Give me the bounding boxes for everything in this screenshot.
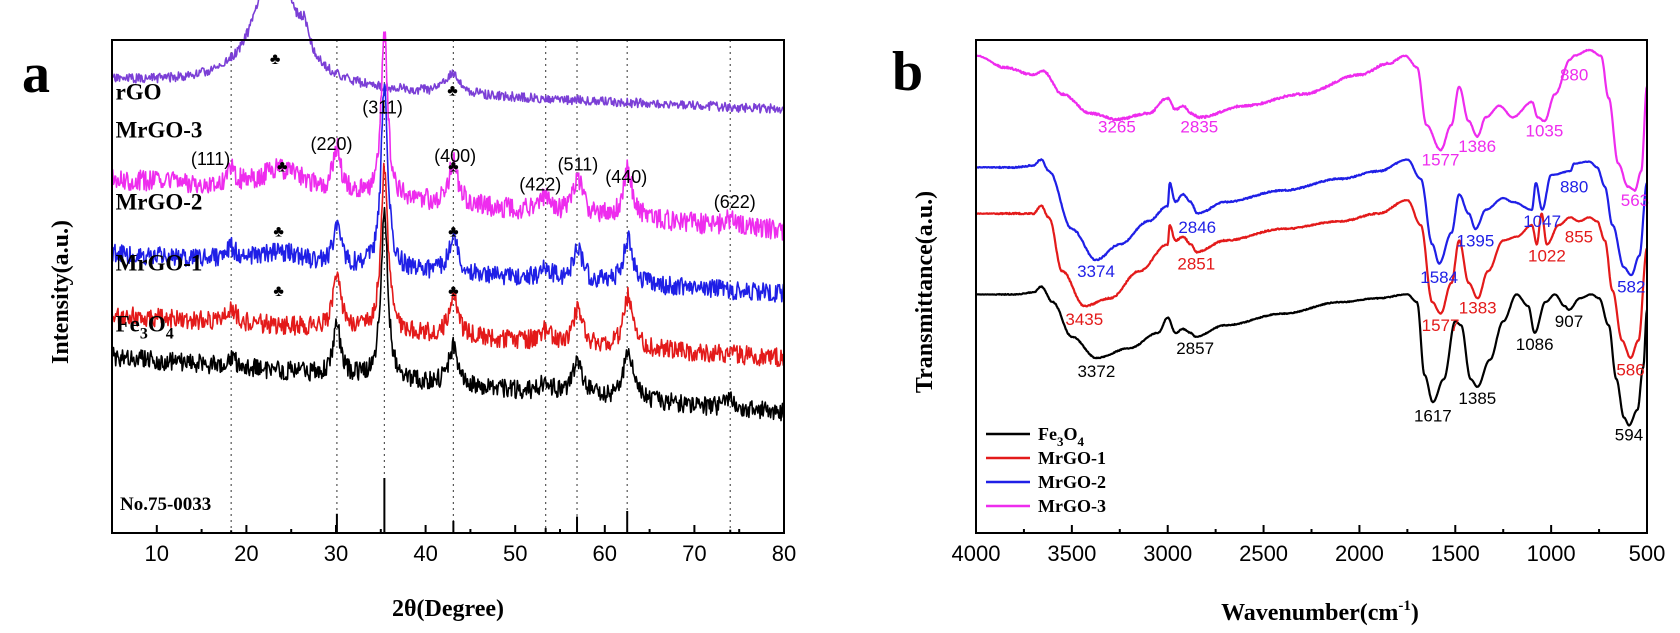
club-marker-2: ♣	[277, 159, 288, 176]
x-tick-label-20: 20	[234, 541, 258, 566]
club-marker-6: ♣	[273, 283, 284, 300]
series-label-mrgo-2: MrGO-2	[116, 190, 203, 215]
panel-b-y-axis-label: Transmittance(a.u.)	[912, 191, 938, 393]
peak-label-1386-3: 1386	[1458, 137, 1496, 156]
peak-label-594-27: 594	[1615, 426, 1643, 445]
series-mrgo-3	[111, 31, 785, 241]
miller-index-220: (220)	[311, 134, 353, 154]
ftir-series-mrgo-2	[975, 158, 1648, 277]
club-marker-1: ♣	[447, 83, 458, 100]
peak-label-1047-11: 1047	[1523, 212, 1561, 231]
club-marker-5: ♣	[448, 223, 459, 240]
peak-label-1617-23: 1617	[1414, 406, 1452, 425]
peak-label-855-19: 855	[1565, 227, 1593, 246]
miller-index-111: (111)	[191, 149, 230, 169]
panel-b-letter: b	[892, 41, 923, 103]
panel-a-series-labels: rGO MrGO-3 MrGO-2 MrGO-1 Fe3O4	[116, 80, 203, 343]
club-marker-7: ♣	[448, 283, 459, 300]
club-marker-3: ♣	[448, 159, 459, 176]
peak-label-1577-2: 1577	[1422, 150, 1460, 169]
panel-a-pdf-card-label: No.75-0033	[120, 494, 211, 515]
panel-a-letter: a	[22, 43, 50, 105]
peak-label-3435-14: 3435	[1065, 310, 1103, 329]
series-fe3o4	[111, 206, 785, 422]
peak-label-2857-22: 2857	[1176, 339, 1214, 358]
peak-label-1383-17: 1383	[1459, 299, 1497, 318]
x-tick-label-4000: 4000	[952, 541, 1001, 566]
miller-index-422: (422)	[519, 175, 561, 195]
panel-a-frame	[111, 39, 785, 534]
club-marker-0: ♣	[270, 51, 281, 68]
panel-a-club-markers: ♣ ♣ ♣ ♣ ♣ ♣ ♣ ♣	[270, 51, 459, 300]
panel-a: a Intensity(a.u.) 2θ(Degree) rGO MrGO-3 Mr…	[22, 0, 796, 622]
peak-label-1577-16: 1577	[1422, 316, 1460, 335]
peak-label-586-20: 586	[1616, 360, 1644, 379]
miller-index-311: (311)	[362, 98, 403, 118]
panel-a-standard-pattern	[230, 478, 732, 533]
x-tick-label-1000: 1000	[1527, 541, 1576, 566]
peak-label-3265-0: 3265	[1098, 118, 1136, 137]
miller-index-400: (400)	[434, 146, 476, 166]
panel-a-x-axis: 10 20 30 40 50 60 70 80	[111, 525, 796, 566]
x-tick-label-30: 30	[324, 541, 348, 566]
panel-a-series	[111, 0, 785, 422]
legend-label-mrgo-3: MrGO-3	[1038, 496, 1106, 516]
peak-label-3374-7: 3374	[1077, 262, 1115, 281]
x-tick-label-1500: 1500	[1431, 541, 1480, 566]
x-tick-label-80: 80	[772, 541, 796, 566]
x-tick-label-3000: 3000	[1143, 541, 1192, 566]
peak-label-563-6: 563	[1621, 191, 1649, 210]
legend-label-mrgo-1: MrGO-1	[1038, 448, 1106, 468]
series-rgo	[111, 0, 785, 114]
peak-label-2851-15: 2851	[1177, 254, 1215, 273]
panel-b-series	[975, 48, 1649, 427]
x-tick-label-60: 60	[593, 541, 617, 566]
peak-label-880-5: 880	[1560, 66, 1588, 85]
peak-label-907-26: 907	[1555, 312, 1583, 331]
x-tick-label-2000: 2000	[1335, 541, 1384, 566]
panel-a-miller-indices: (111) (220) (311) (400) (422)(511) (440) (622)	[191, 98, 756, 212]
miller-index-511: (511)	[558, 155, 599, 175]
series-label-rgo: rGO	[116, 80, 162, 105]
x-tick-label-2500: 2500	[1239, 541, 1288, 566]
x-tick-label-500: 500	[1629, 541, 1666, 566]
peak-label-1086-25: 1086	[1516, 335, 1554, 354]
miller-index-622: (622)	[714, 192, 756, 212]
peak-label-1022-18: 1022	[1528, 247, 1566, 266]
peak-label-2846-8: 2846	[1178, 218, 1216, 237]
panel-b-x-axis: 4000 3500 3000 2500 2000 1500 1000 500	[952, 525, 1666, 566]
legend-label-mrgo-2: MrGO-2	[1038, 472, 1106, 492]
ftir-series-fe3o4	[975, 285, 1649, 427]
series-mrgo-2	[111, 83, 785, 303]
panel-b-peak-labels: 3265 283515771386103588056333742846158413…	[1065, 66, 1649, 445]
ftir-series-mrgo-1	[975, 199, 1648, 360]
peak-label-1035-4: 1035	[1526, 122, 1564, 141]
panel-b: b Transmittance(a.u.) Wavenumber(cm-1) 3…	[892, 39, 1666, 626]
panel-a-y-axis-label: Intensity(a.u.)	[48, 220, 74, 364]
x-tick-label-10: 10	[145, 541, 169, 566]
legend-label-fe3o4: Fe3O4	[1038, 424, 1085, 449]
series-label-mrgo-3: MrGO-3	[116, 118, 203, 143]
peak-label-3372-21: 3372	[1077, 362, 1115, 381]
series-label-fe3o4: Fe3O4	[116, 311, 174, 342]
x-tick-label-50: 50	[503, 541, 527, 566]
peak-label-1395-10: 1395	[1457, 231, 1495, 250]
panel-b-x-axis-label: Wavenumber(cm-1)	[1221, 598, 1419, 626]
peak-label-582-13: 582	[1617, 277, 1645, 296]
peak-label-2835-1: 2835	[1180, 118, 1218, 137]
x-tick-label-70: 70	[682, 541, 706, 566]
club-marker-4: ♣	[273, 223, 284, 240]
peak-label-1584-9: 1584	[1420, 268, 1458, 287]
miller-index-440: (440)	[605, 167, 647, 187]
panel-a-x-axis-label: 2θ(Degree)	[392, 596, 504, 622]
series-label-mrgo-1: MrGO-1	[116, 251, 203, 276]
ftir-series-mrgo-3	[975, 48, 1649, 192]
series-mrgo-1	[111, 162, 785, 368]
x-tick-label-3500: 3500	[1047, 541, 1096, 566]
x-tick-label-40: 40	[413, 541, 437, 566]
peak-label-880-12: 880	[1560, 177, 1588, 196]
peak-label-1385-24: 1385	[1458, 389, 1496, 408]
